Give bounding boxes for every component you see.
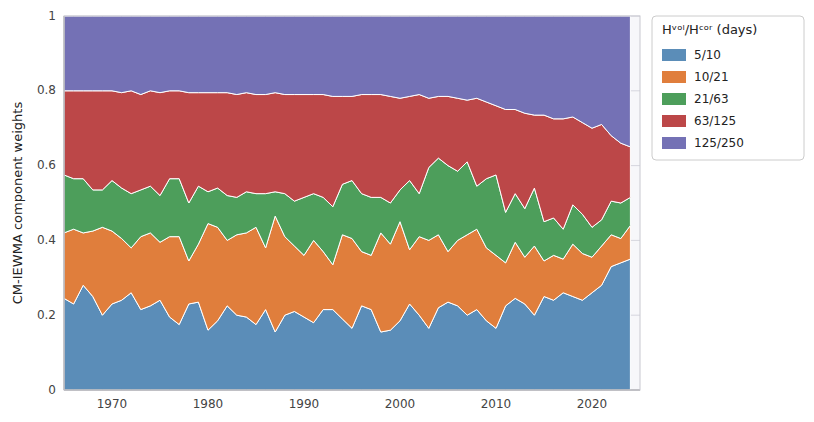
y-tick-label: 0.4 — [37, 233, 56, 247]
y-tick-label: 0.8 — [37, 83, 56, 97]
x-tick-label: 1970 — [97, 397, 128, 411]
legend-label: 10/21 — [694, 70, 729, 84]
x-tick-label: 1980 — [193, 397, 224, 411]
areas — [64, 16, 630, 390]
plot-frame — [64, 16, 640, 390]
x-tick-label: 2000 — [385, 397, 416, 411]
area — [64, 16, 630, 147]
legend-title: Hᵛᵒˡ/Hᶜᵒʳ (days) — [662, 22, 757, 37]
legend-label: 5/10 — [694, 48, 721, 62]
legend-swatch — [662, 137, 686, 149]
x-tick-label: 1990 — [289, 397, 320, 411]
y-tick-label: 0.2 — [37, 308, 56, 322]
grid — [64, 16, 640, 390]
legend-box — [652, 16, 804, 160]
y-tick-label: 0 — [48, 383, 56, 397]
legend-label: 125/250 — [694, 136, 744, 150]
x-tick-label: 2020 — [577, 397, 608, 411]
plot-area — [64, 16, 640, 390]
y-tick-label: 1 — [48, 9, 56, 23]
y-axis-label: CM-IEWMA component weights — [10, 102, 25, 305]
chart: 0 0.2 0.4 0.6 0.8 1 1970 1980 1990 2000 2010 2020 CM… — [0, 0, 814, 422]
legend-swatch — [662, 115, 686, 127]
x-tick-label: 2010 — [481, 397, 512, 411]
legend-swatch — [662, 71, 686, 83]
y-tick-label: 0.6 — [37, 158, 56, 172]
legend-swatch — [662, 49, 686, 61]
legend-label: 21/63 — [694, 92, 729, 106]
legend-swatch — [662, 93, 686, 105]
legend: Hᵛᵒˡ/Hᶜᵒʳ (days) 5/10 10/21 21/63 63/125 125/… — [652, 16, 804, 160]
legend-label: 63/125 — [694, 114, 736, 128]
